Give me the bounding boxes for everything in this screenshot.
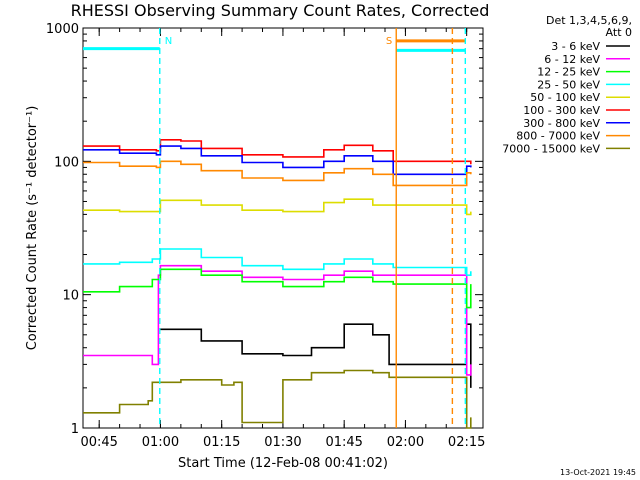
x-tick-label: 02:15	[448, 435, 485, 450]
legend-entry-3: 25 - 50 keV	[537, 78, 600, 91]
legend-entry-2: 12 - 25 keV	[537, 66, 600, 79]
x-axis-label: Start Time (12-Feb-08 00:41:02)	[178, 456, 388, 471]
x-tick-label: 01:45	[325, 435, 362, 450]
plot-frame	[82, 27, 484, 429]
legend-entry-5: 100 - 300 keV	[523, 104, 600, 117]
series-line-2	[83, 268, 472, 309]
x-tick-label: 02:00	[387, 435, 424, 450]
x-tick-label: 00:45	[80, 435, 117, 450]
series-line-6	[83, 145, 472, 176]
legend-entry-4: 50 - 100 keV	[530, 91, 600, 104]
y-tick-label: 1	[71, 422, 79, 437]
legend-header: Att 0	[606, 26, 632, 39]
legend-entry-1: 6 - 12 keV	[544, 53, 600, 66]
series-line-7	[83, 160, 472, 187]
x-tick-label: 01:30	[264, 435, 301, 450]
legend-entry-0: 3 - 6 keV	[551, 40, 600, 53]
series-line-0	[160, 323, 472, 388]
series-line-3	[83, 248, 472, 276]
plot-area: 1 10 100 1000 00:45 01:00 01:15 01:30 01:45 02:00…	[46, 22, 485, 450]
series-line-5	[83, 139, 472, 165]
series-line-1	[83, 264, 472, 376]
chart-title: RHESSI Observing Summary Count Rates, Co…	[71, 1, 490, 20]
legend-entry-6: 300 - 800 keV	[523, 117, 600, 130]
series-line-4	[83, 198, 472, 216]
legend-entry-8: 7000 - 15000 keV	[502, 142, 600, 155]
legend-header: Det 1,3,4,5,6,9,	[546, 14, 632, 27]
legend-entry-7: 800 - 7000 keV	[516, 130, 600, 143]
annotation-label-1: S	[386, 36, 392, 47]
footer-timestamp: 13-Oct-2021 19:45	[560, 468, 636, 477]
series-line-8	[83, 369, 472, 429]
x-tick-label: 01:15	[203, 435, 240, 450]
x-tick-label: 01:00	[142, 435, 179, 450]
annotation-label-0: N	[165, 36, 172, 47]
y-axis-label: Corrected Count Rate (s⁻¹ detector⁻¹)	[25, 106, 40, 351]
y-tick-label: 100	[54, 155, 79, 170]
y-tick-label: 10	[62, 289, 79, 304]
y-tick-label: 1000	[46, 22, 79, 37]
